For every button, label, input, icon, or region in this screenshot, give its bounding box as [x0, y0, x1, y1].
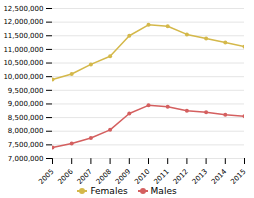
- svg-text:2014: 2014: [210, 167, 229, 184]
- svg-text:9,500,000: 9,500,000: [8, 87, 44, 95]
- svg-text:11,000,000: 11,000,000: [3, 46, 43, 54]
- svg-text:2006: 2006: [56, 167, 75, 184]
- svg-text:11,500,000: 11,500,000: [3, 32, 43, 40]
- svg-text:2013: 2013: [191, 168, 209, 184]
- svg-text:10,000,000: 10,000,000: [3, 73, 43, 81]
- svg-text:9,000,000: 9,000,000: [8, 100, 44, 108]
- svg-text:7,500,000: 7,500,000: [8, 141, 44, 149]
- svg-text:8,000,000: 8,000,000: [8, 127, 44, 135]
- svg-text:2007: 2007: [76, 168, 94, 184]
- svg-text:12,500,000: 12,500,000: [3, 5, 43, 13]
- svg-text:7,000,000: 7,000,000: [8, 155, 44, 163]
- svg-text:2012: 2012: [172, 168, 190, 184]
- svg-text:2015: 2015: [229, 168, 247, 184]
- svg-text:2009: 2009: [114, 168, 132, 184]
- svg-text:2011: 2011: [152, 168, 170, 184]
- svg-text:12,000,000: 12,000,000: [3, 18, 43, 26]
- svg-text:2005: 2005: [37, 168, 55, 184]
- html-text:Males: Males: [150, 186, 177, 196]
- svg-text:8,500,000: 8,500,000: [8, 114, 44, 122]
- svg-text:2008: 2008: [95, 168, 113, 184]
- svg-text:2010: 2010: [133, 168, 151, 184]
- svg-text:10,500,000: 10,500,000: [3, 59, 43, 67]
- html-text:Females: Females: [90, 186, 128, 196]
